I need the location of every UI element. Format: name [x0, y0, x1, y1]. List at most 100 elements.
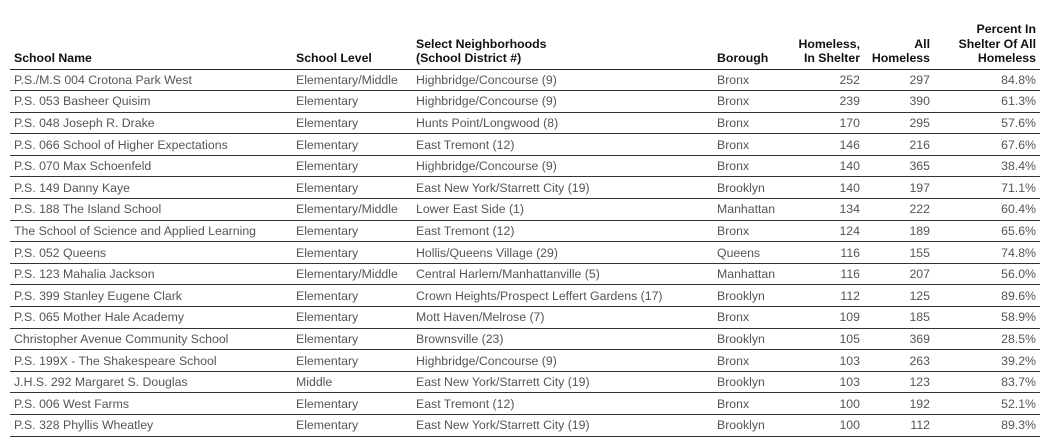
percent-cell: 89.3% [934, 414, 1040, 437]
percent-cell: 71.1% [934, 176, 1040, 200]
header-neighborhood: Select Neighborhoods (School District #) [412, 22, 713, 70]
header-text: All [914, 36, 930, 51]
header-percent: Percent In Shelter Of All Homeless [934, 22, 1040, 70]
table-row: P.S. 066 School of Higher Expectations El… [10, 133, 1040, 156]
header-text: Homeless, [798, 36, 860, 51]
school-name-cell: P.S. 399 Stanley Eugene Clark [10, 284, 292, 308]
table-row: P.S. 070 Max Schoenfeld Elementary Highbri… [10, 155, 1040, 178]
in-shelter-cell: 116 [791, 241, 864, 264]
all-homeless-cell: 125 [864, 284, 934, 308]
header-text: In Shelter [803, 51, 860, 65]
percent-cell: 83.7% [934, 371, 1040, 394]
neighborhood-cell: Crown Heights/Prospect Leffert Gardens (… [412, 284, 713, 308]
table-row: P.S. 328 Phyllis Wheatley Elementary East … [10, 414, 1040, 437]
all-homeless-cell: 207 [864, 263, 934, 286]
school-name-cell: P.S. 006 West Farms [10, 392, 292, 415]
borough-cell: Bronx [713, 306, 791, 329]
header-text: Percent In [976, 22, 1036, 36]
borough-cell: Bronx [713, 155, 791, 178]
borough-cell: Brooklyn [713, 328, 791, 351]
school-name-cell: P.S./M.S 004 Crotona Park West [10, 69, 292, 92]
school-level-cell: Elementary/Middle [292, 263, 412, 286]
percent-cell: 65.6% [934, 220, 1040, 243]
percent-cell: 57.6% [934, 112, 1040, 135]
percent-cell: 89.6% [934, 284, 1040, 308]
school-level-cell: Elementary [292, 349, 412, 372]
table-row: P.S. 188 The Island School Elementary/Mid… [10, 198, 1040, 221]
borough-cell: Brooklyn [713, 371, 791, 394]
school-level-cell: Elementary [292, 284, 412, 308]
table-row: P.S. 052 Queens Elementary Hollis/Queens V… [10, 241, 1040, 264]
all-homeless-cell: 263 [864, 349, 934, 372]
all-homeless-cell: 365 [864, 155, 934, 178]
school-name-cell: P.S. 328 Phyllis Wheatley [10, 414, 292, 437]
borough-cell: Brooklyn [713, 284, 791, 308]
borough-cell: Manhattan [713, 198, 791, 221]
table-row: P.S. 006 West Farms Elementary East Tremon… [10, 392, 1040, 415]
neighborhood-cell: Highbridge/Concourse (9) [412, 155, 713, 178]
header-borough: Borough [713, 22, 791, 70]
percent-cell: 39.2% [934, 349, 1040, 372]
in-shelter-cell: 103 [791, 349, 864, 372]
all-homeless-cell: 192 [864, 392, 934, 415]
neighborhood-cell: East Tremont (12) [412, 133, 713, 156]
neighborhood-cell: East New York/Starrett City (19) [412, 371, 713, 394]
school-level-cell: Elementary [292, 112, 412, 135]
neighborhood-cell: Mott Haven/Melrose (7) [412, 306, 713, 329]
table-body: P.S./M.S 004 Crotona Park West Elementary… [10, 69, 1040, 437]
percent-cell: 52.1% [934, 392, 1040, 415]
borough-cell: Bronx [713, 69, 791, 92]
school-level-cell: Elementary [292, 241, 412, 264]
neighborhood-cell: Central Harlem/Manhattanville (5) [412, 263, 713, 286]
all-homeless-cell: 123 [864, 371, 934, 394]
school-level-cell: Elementary/Middle [292, 198, 412, 221]
school-name-cell: P.S. 070 Max Schoenfeld [10, 155, 292, 178]
school-level-cell: Elementary [292, 392, 412, 415]
in-shelter-cell: 103 [791, 371, 864, 394]
table-row: P.S./M.S 004 Crotona Park West Elementary… [10, 69, 1040, 92]
borough-cell: Brooklyn [713, 414, 791, 437]
neighborhood-cell: East New York/Starrett City (19) [412, 414, 713, 437]
in-shelter-cell: 170 [791, 112, 864, 135]
table-row: P.S. 048 Joseph R. Drake Elementary Hunts … [10, 112, 1040, 135]
all-homeless-cell: 297 [864, 69, 934, 92]
school-name-cell: P.S. 065 Mother Hale Academy [10, 306, 292, 329]
percent-cell: 67.6% [934, 133, 1040, 156]
header-all-homeless: All Homeless [864, 22, 934, 70]
borough-cell: Bronx [713, 90, 791, 113]
table-row: The School of Science and Applied Learni… [10, 220, 1040, 243]
all-homeless-cell: 155 [864, 241, 934, 264]
neighborhood-cell: Lower East Side (1) [412, 198, 713, 221]
school-level-cell: Middle [292, 371, 412, 394]
in-shelter-cell: 134 [791, 198, 864, 221]
all-homeless-cell: 222 [864, 198, 934, 221]
in-shelter-cell: 100 [791, 392, 864, 415]
all-homeless-cell: 390 [864, 90, 934, 113]
neighborhood-cell: Highbridge/Concourse (9) [412, 90, 713, 113]
percent-cell: 58.9% [934, 306, 1040, 329]
school-level-cell: Elementary [292, 328, 412, 351]
in-shelter-cell: 116 [791, 263, 864, 286]
percent-cell: 56.0% [934, 263, 1040, 286]
all-homeless-cell: 112 [864, 414, 934, 437]
school-name-cell: P.S. 199X - The Shakespeare School [10, 349, 292, 372]
school-name-cell: P.S. 052 Queens [10, 241, 292, 264]
in-shelter-cell: 109 [791, 306, 864, 329]
neighborhood-cell: Highbridge/Concourse (9) [412, 69, 713, 92]
in-shelter-cell: 105 [791, 328, 864, 351]
school-name-cell: Christopher Avenue Community School [10, 328, 292, 351]
percent-cell: 60.4% [934, 198, 1040, 221]
neighborhood-cell: East Tremont (12) [412, 220, 713, 243]
percent-cell: 38.4% [934, 155, 1040, 178]
borough-cell: Bronx [713, 349, 791, 372]
table-row: P.S. 399 Stanley Eugene Clark Elementary C… [10, 284, 1040, 308]
all-homeless-cell: 189 [864, 220, 934, 243]
borough-cell: Bronx [713, 112, 791, 135]
header-text: Homeless [977, 51, 1036, 65]
school-level-cell: Elementary [292, 176, 412, 200]
all-homeless-cell: 295 [864, 112, 934, 135]
percent-cell: 61.3% [934, 90, 1040, 113]
school-level-cell: Elementary [292, 133, 412, 156]
table-row: Christopher Avenue Community School Eleme… [10, 328, 1040, 351]
school-name-cell: P.S. 123 Mahalia Jackson [10, 263, 292, 286]
